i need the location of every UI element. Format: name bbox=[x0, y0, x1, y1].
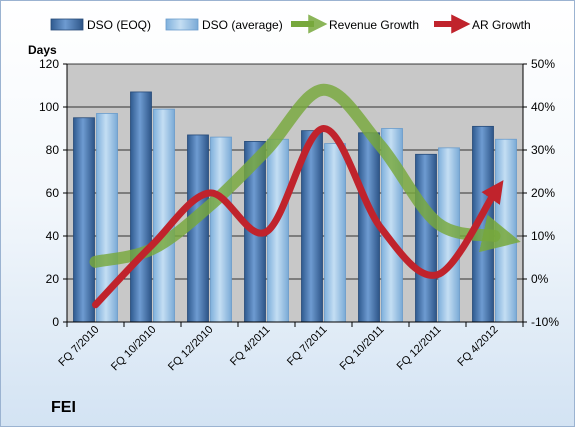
bar-dso-average bbox=[210, 136, 232, 323]
y-right-tick-label: 10% bbox=[531, 229, 555, 243]
legend-item-ar-growth: AR Growth bbox=[434, 14, 531, 34]
bar-dso-average bbox=[324, 143, 346, 323]
y-right-tick-label: 30% bbox=[531, 143, 555, 157]
y-axis-left-title: Days bbox=[28, 43, 57, 57]
line-ar-growth bbox=[92, 125, 504, 309]
y-left-tick-label: 60 bbox=[46, 186, 60, 200]
x-tick-label: FQ 7/2011 bbox=[285, 324, 330, 369]
x-tick-label: FQ 4/2012 bbox=[455, 324, 500, 369]
bar-dso-eoq bbox=[130, 91, 152, 323]
bar-dso-eoq bbox=[415, 153, 437, 323]
y-right-tick-label: 40% bbox=[531, 100, 555, 114]
bar-dso-eoq bbox=[73, 117, 95, 323]
legend-swatch-dso-eoq bbox=[50, 18, 84, 31]
x-tick-label: FQ 12/2010 bbox=[166, 324, 216, 374]
y-right-tick-label: 0% bbox=[531, 272, 549, 286]
y-right-tick-label: -10% bbox=[531, 315, 559, 329]
y-left-tick-label: 0 bbox=[52, 315, 59, 329]
y-left-tick-label: 80 bbox=[46, 143, 60, 157]
legend-item-dso-average: DSO (average) bbox=[165, 18, 283, 32]
y-left-tick-label: 20 bbox=[46, 272, 60, 286]
legend-item-revenue-growth: Revenue Growth bbox=[291, 14, 419, 34]
chart-legend: DSO (EOQ) DSO (average) Revenue Growth A… bbox=[50, 14, 531, 34]
bar-dso-average bbox=[153, 108, 175, 323]
y-left-tick-label: 40 bbox=[46, 229, 60, 243]
bar-dso-average bbox=[495, 138, 517, 323]
legend-swatch-dso-average bbox=[165, 18, 199, 31]
x-tick-label: FQ 4/2011 bbox=[228, 324, 273, 369]
line-revenue-growth bbox=[89, 83, 521, 268]
y-right-tick-label: 50% bbox=[531, 57, 555, 71]
legend-label-ar-growth: AR Growth bbox=[472, 18, 531, 32]
y-left-tick-label: 100 bbox=[39, 100, 59, 114]
company-label: FEI bbox=[51, 399, 76, 416]
x-tick-label: FQ 10/2010 bbox=[109, 324, 159, 374]
x-tick-label: FQ 7/2010 bbox=[56, 324, 101, 369]
legend-label-dso-average: DSO (average) bbox=[202, 18, 283, 32]
y-left-tick-label: 120 bbox=[39, 57, 59, 71]
trend-lines bbox=[89, 83, 521, 309]
legend-label-revenue-growth: Revenue Growth bbox=[329, 18, 419, 32]
legend-label-dso-eoq: DSO (EOQ) bbox=[87, 18, 151, 32]
x-tick-label: FQ 10/2011 bbox=[338, 324, 387, 373]
x-tick-label: FQ 12/2011 bbox=[395, 324, 444, 373]
legend-item-dso-eoq: DSO (EOQ) bbox=[50, 18, 151, 32]
y-right-tick-label: 20% bbox=[531, 186, 555, 200]
